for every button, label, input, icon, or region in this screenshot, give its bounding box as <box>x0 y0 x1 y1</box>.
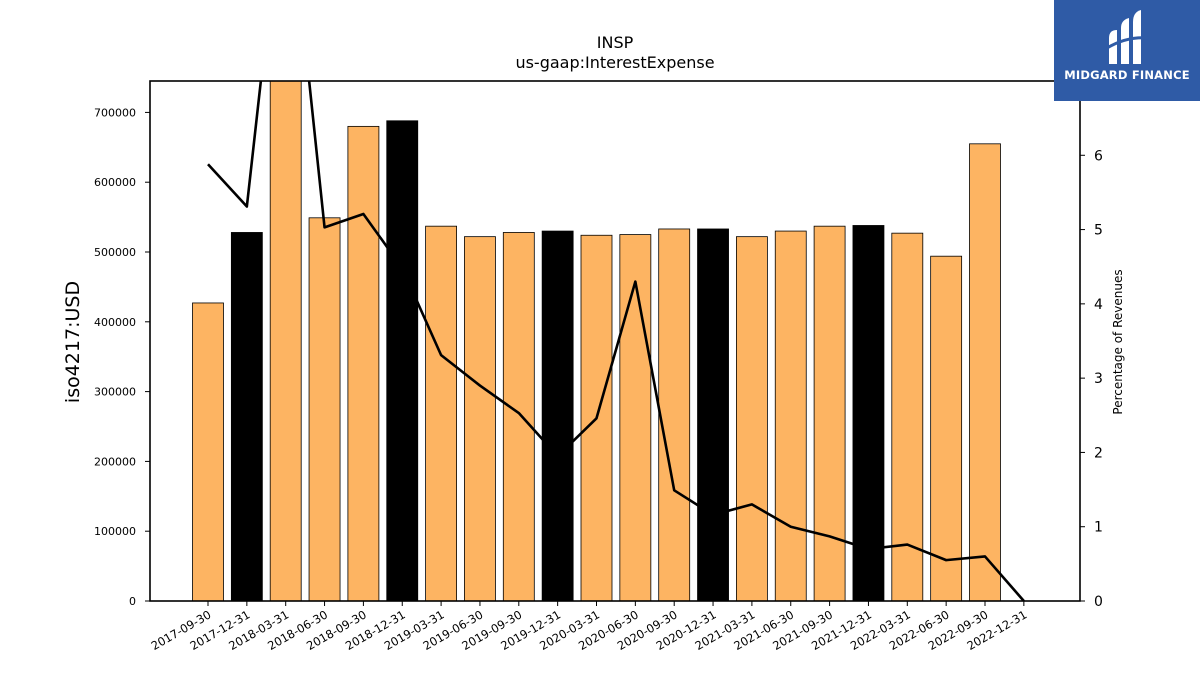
y-tick-label: 100000 <box>94 525 136 538</box>
bar <box>230 232 263 601</box>
bar <box>269 81 302 601</box>
y-tick-label: 600000 <box>94 176 136 189</box>
y2-tick-label: 6 <box>1094 148 1103 164</box>
bar <box>697 228 729 601</box>
y-axis-label: iso4217:USD <box>62 281 84 403</box>
y2-tick-label: 4 <box>1094 297 1103 313</box>
bar <box>192 302 224 601</box>
logo-text: MIDGARD FINANCE <box>1064 68 1190 82</box>
bar <box>464 236 496 601</box>
y2-tick-label: 5 <box>1094 223 1103 239</box>
bar <box>658 228 691 601</box>
bar <box>852 225 885 601</box>
plot-frame <box>149 80 1081 602</box>
bar <box>541 230 574 601</box>
logo-mark-icon <box>1106 10 1150 64</box>
y-tick-label: 700000 <box>94 106 136 119</box>
chart-title: INSP <box>597 33 634 52</box>
bar <box>774 230 807 601</box>
bar <box>930 255 963 601</box>
y2-tick-label: 0 <box>1094 594 1103 610</box>
bar <box>736 236 768 601</box>
y2-tick-label: 1 <box>1094 520 1103 536</box>
chart-subtitle: us-gaap:InterestExpense <box>515 53 714 72</box>
y-tick-label: 500000 <box>94 246 136 259</box>
y-tick-label: 0 <box>129 595 136 608</box>
bar <box>425 225 458 601</box>
bar <box>386 120 419 601</box>
y-tick-label: 300000 <box>94 386 136 399</box>
y2-axis-label: Percentage of Revenues <box>1111 269 1125 414</box>
line-series <box>207 81 1025 601</box>
bar <box>347 125 380 601</box>
line-group <box>207 81 1025 601</box>
bar <box>619 234 652 601</box>
bar <box>502 232 535 601</box>
bar <box>813 225 846 601</box>
y-tick-label: 200000 <box>94 455 136 468</box>
y2-tick-label: 2 <box>1094 445 1103 461</box>
bars-group <box>192 81 1001 601</box>
brand-logo: MIDGARD FINANCE <box>1054 0 1200 101</box>
bar <box>308 217 341 601</box>
bar <box>969 143 1001 601</box>
y-tick-label: 400000 <box>94 316 136 329</box>
y2-tick-label: 3 <box>1094 371 1103 387</box>
bar <box>891 232 924 601</box>
